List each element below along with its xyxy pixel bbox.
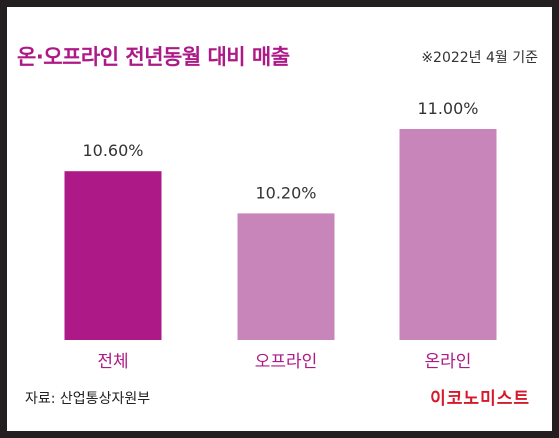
value-label-2: 10.20%: [255, 183, 316, 202]
category-label-2: 오프라인: [255, 352, 318, 372]
brand-logo: 이코노미스트: [430, 389, 530, 409]
bars-group: [64, 129, 497, 340]
bar-chart: 10.60% 10.20% 11.00% 전체 오프라인 온라인: [64, 99, 497, 372]
value-label-3: 11.00%: [417, 99, 478, 118]
category-labels-group: 전체 오프라인 온라인: [97, 352, 471, 372]
chart-card: 온·오프라인 전년동월 대비 매출 ※2022년 4월 기준 10.60% 10.…: [7, 7, 552, 431]
category-label-3: 온라인: [425, 352, 472, 372]
bar-3: [399, 129, 497, 340]
bar-1: [64, 171, 162, 340]
value-labels-group: 10.60% 10.20% 11.00%: [82, 99, 478, 202]
source-note: 자료: 산업통상자원부: [25, 391, 151, 407]
bar-2: [237, 213, 335, 340]
date-note: ※2022년 4월 기준: [421, 50, 538, 66]
chart-title: 온·오프라인 전년동월 대비 매출: [17, 45, 290, 69]
category-label-1: 전체: [97, 352, 128, 372]
value-label-1: 10.60%: [82, 141, 143, 160]
